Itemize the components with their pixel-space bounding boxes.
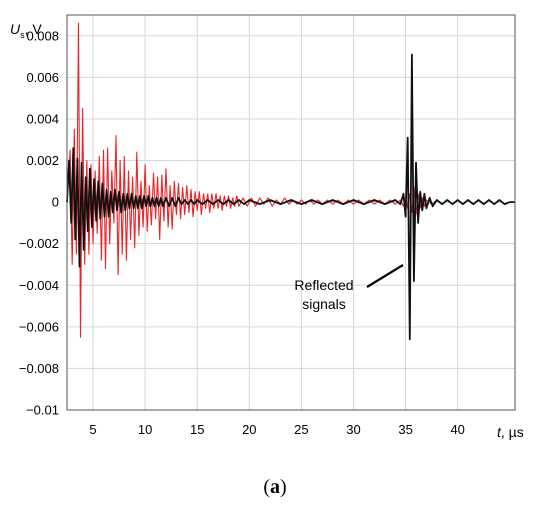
y-tick-label-9: 0.008 (26, 28, 59, 43)
series-group (66, 22, 515, 341)
series-line-0 (66, 22, 515, 338)
x-tick-label-0: 5 (89, 422, 96, 437)
x-tick-label-6: 35 (398, 422, 412, 437)
y-tick-label-7: 0.004 (26, 111, 59, 126)
x-tick-label-2: 15 (190, 422, 204, 437)
annotation-leader-line (366, 264, 404, 288)
x-tick-labels: 5 10 15 20 25 30 35 40 (89, 422, 465, 437)
y-tick-labels: −0.01 −0.008 −0.006 −0.004 −0.002 0 0.002 0.004… (19, 28, 59, 417)
y-tick-label-4: −0.002 (19, 236, 59, 251)
x-tick-label-3: 20 (242, 422, 256, 437)
y-tick-label-0: −0.01 (26, 403, 59, 418)
annotation-line-1: Reflected (294, 277, 353, 293)
y-tick-label-2: −0.006 (19, 319, 59, 334)
figure-caption: (a) (263, 476, 286, 498)
y-axis-label: Us, V (10, 21, 42, 40)
plot-frame (66, 14, 516, 411)
plot-border (66, 14, 516, 411)
series-line-1 (66, 53, 515, 341)
y-tick-label-3: −0.004 (19, 278, 59, 293)
x-axis-label: t, µs (497, 424, 524, 440)
y-tick-label-6: 0.002 (26, 153, 59, 168)
x-tick-label-7: 40 (450, 422, 464, 437)
y-tick-label-8: 0.006 (26, 70, 59, 85)
x-tick-label-4: 25 (294, 422, 308, 437)
x-tick-label-5: 30 (346, 422, 360, 437)
y-tick-label-5: 0 (52, 195, 59, 210)
annotation-line-2: signals (302, 296, 346, 312)
annotation: Reflected signals (294, 264, 404, 312)
y-tick-label-1: −0.008 (19, 361, 59, 376)
x-tick-label-1: 10 (138, 422, 152, 437)
